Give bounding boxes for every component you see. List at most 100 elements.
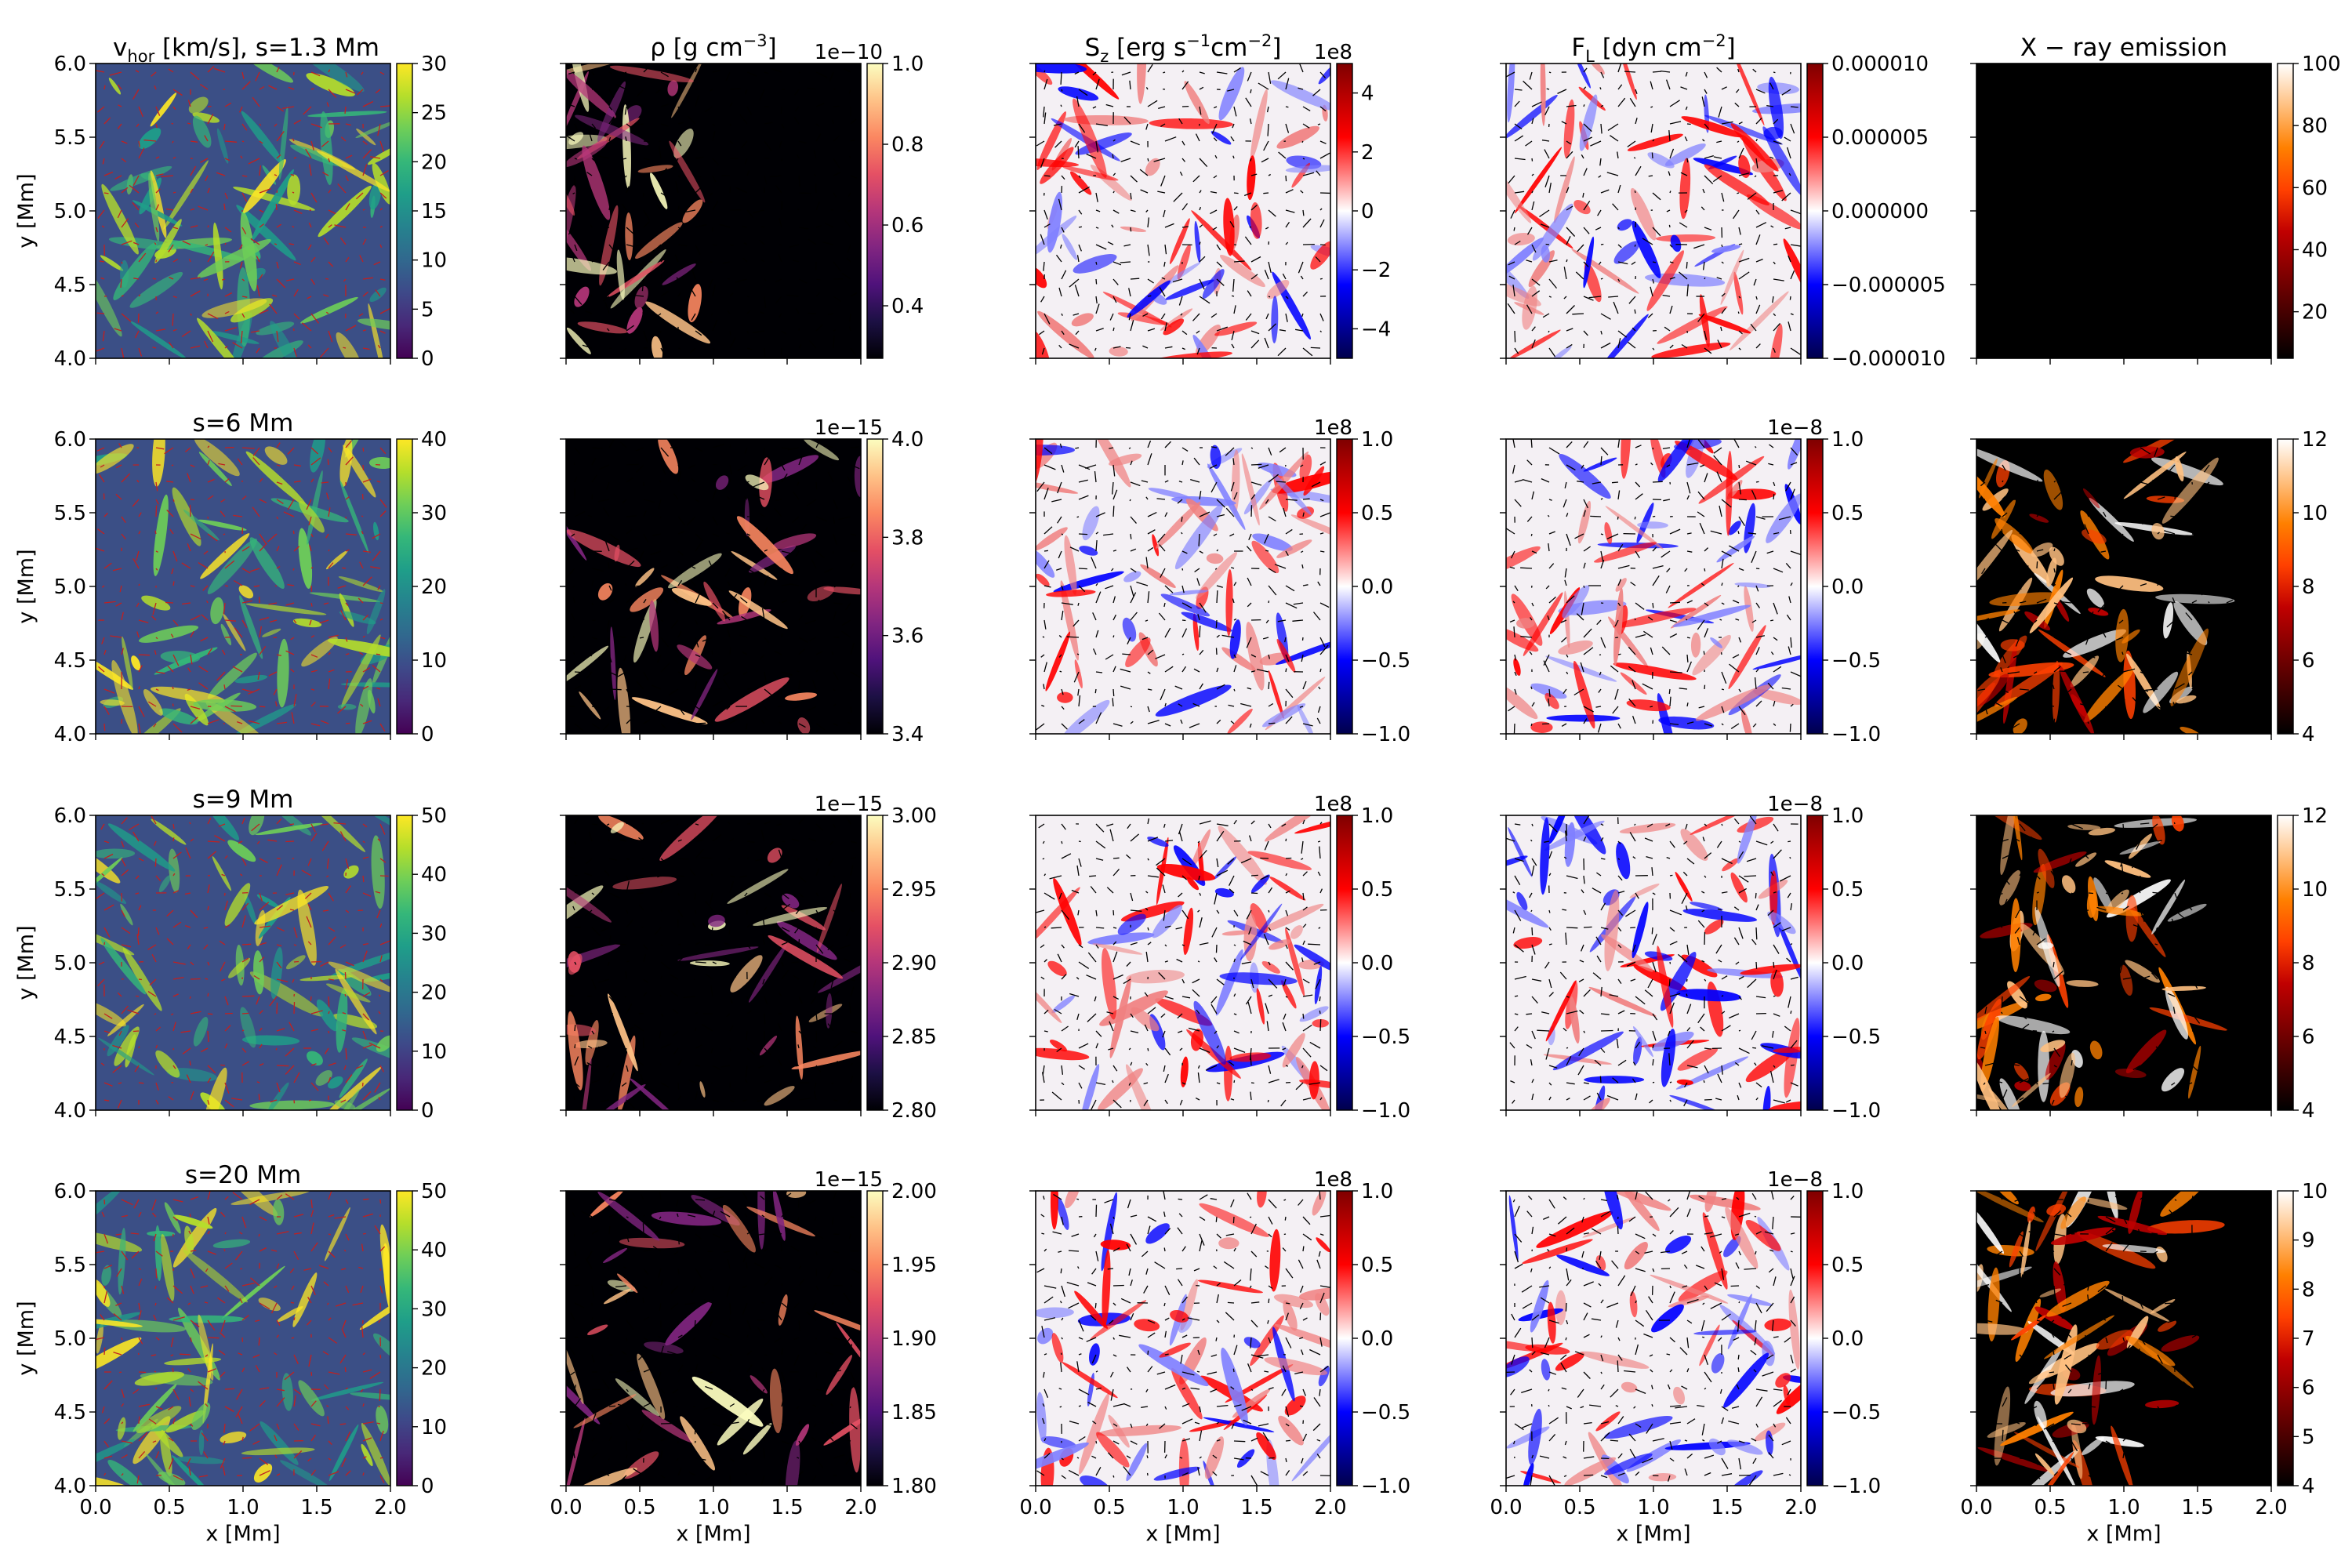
x-axis-label: x [Mm] [2086,1522,2161,1546]
x-tick-label: 0.0 [1490,1496,1522,1519]
colorbar-tick-label: 0.5 [1831,502,1864,525]
y-tick-label: 4.5 [54,649,86,673]
colorbar-exponent: 1e−8 [1767,416,1823,440]
vector-arrows [96,65,390,358]
colorbar-tick-label: 0.6 [891,214,924,238]
colorbar-tick-label: 20 [421,982,447,1005]
panel-title: X − ray emission [2020,34,2227,62]
colorbar-tick-label: 20 [421,575,447,599]
x-tick-label: 0.0 [79,1496,111,1519]
colorbar-tick-label: −1.0 [1831,1099,1881,1123]
colorbar-tick-label: −0.000010 [1831,347,1946,371]
vector-arrows [566,66,858,358]
colorbar-tick-label: 8 [2302,1278,2315,1301]
y-tick-label: 5.0 [54,952,86,975]
field-image [1036,1191,1330,1486]
field-background [1976,64,2271,358]
x-tick-label: 1.0 [1637,1496,1669,1519]
colorbar-tick-label: 2.90 [891,952,937,975]
colorbar-tick-label: 1.0 [1831,804,1864,828]
panel-r3-c2: 0.0 0.5 1.0 1.5 2.0 x [Mm] −1.0 −0.5 0.0 0.5 1.0 1e… [1019,1168,1410,1546]
colorbar-tick-label: −1.0 [1361,723,1410,746]
y-axis-label: y [Mm] [14,549,38,623]
x-tick-label: 1.5 [1711,1496,1743,1519]
field-image [1976,439,2271,734]
colorbar [866,815,884,1111]
colorbar [2277,438,2294,735]
colorbar [1806,438,1824,735]
colorbar-tick-label: 10 [421,649,447,673]
colorbar-exponent: 1e−15 [815,416,883,440]
colorbar [396,63,413,359]
row-title: s=6 Mm [193,409,294,437]
panel-title: FL [dyn cm−2] [1571,31,1735,66]
field-image [1506,439,1801,734]
colorbar [1806,1190,1824,1486]
colorbar-tick-label: 2.95 [891,878,937,902]
colorbar-tick-label: 1.85 [891,1401,937,1425]
x-axis-label: x [Mm] [1616,1522,1690,1546]
vector-arrows [1506,815,1798,1107]
x-tick-label: 0.0 [1019,1496,1051,1519]
y-axis-label: y [Mm] [14,925,38,1000]
y-tick-label: 4.0 [54,1099,86,1123]
vector-arrows [1976,439,2271,734]
colorbar-tick-label: 0.0 [1831,575,1864,599]
colorbar-tick-label: 3.4 [891,723,924,746]
y-axis-label: y [Mm] [14,173,38,248]
x-tick-label: 2.0 [1784,1496,1817,1519]
colorbar-tick-label: 40 [2302,238,2328,262]
colorbar [866,438,884,735]
panel-r1-c3: −1.0 −0.5 0.0 0.5 1.0 1e−8 [1500,416,1881,746]
panel-r0-c4: 20 40 60 80 100 X − ray emission [1970,34,2341,365]
field-image [1036,815,1330,1110]
colorbar-tick-label: 0.000010 [1831,53,1929,76]
x-tick-label: 1.0 [227,1496,259,1519]
field-background [1036,64,1330,358]
colorbar-exponent: 1e−15 [815,1168,883,1192]
colorbar-tick-label: 2.85 [891,1025,937,1049]
x-axis-label: x [Mm] [676,1522,750,1546]
vector-arrows [1506,1191,1801,1486]
colorbar-tick-label: 2.80 [891,1099,937,1123]
colorbar-tick-label: 8 [2302,575,2315,599]
colorbar-tick-label: 30 [421,502,447,525]
row-title: s=9 Mm [193,786,294,814]
colorbar-tick-label: 0.8 [891,133,924,157]
x-tick-label: 1.0 [2107,1496,2140,1519]
colorbar-tick-label: 0.0 [1361,1327,1393,1351]
panel-r2-c1: 2.80 2.85 2.90 2.95 3.00 1e−15 [560,793,937,1123]
field-image [1036,439,1330,734]
colorbar-tick-label: 0.5 [1361,502,1393,525]
vector-arrows [1036,1191,1330,1486]
colorbar-tick-label: 20 [2302,301,2328,325]
colorbar [396,438,413,735]
colorbar [396,815,413,1111]
vector-arrows [1976,1192,2271,1484]
vector-arrows [566,815,858,1109]
y-tick-label: 4.0 [54,723,86,746]
vector-arrows [566,1191,860,1486]
panel-r1-c2: −1.0 −0.5 0.0 0.5 1.0 1e8 [1029,416,1410,746]
colorbar-exponent: 1e−8 [1767,1168,1823,1192]
field-image [566,1191,861,1486]
x-tick-label: 0.5 [153,1496,185,1519]
colorbar-tick-label: 0.0 [1831,1327,1864,1351]
colorbar-tick-label: 8 [2302,952,2315,975]
colorbar-tick-label: 2 [1361,141,1374,165]
y-axis-label: y [Mm] [14,1301,38,1375]
colorbar [1336,63,1353,359]
y-tick-label: 5.0 [54,575,86,599]
colorbar-tick-label: 5 [421,298,434,321]
colorbar-tick-label: −4 [1361,318,1391,341]
field-image [566,64,861,358]
colorbar-tick-label: −0.5 [1831,1025,1881,1049]
colorbar-tick-label: 40 [421,863,447,887]
panel-r1-c1: 3.4 3.6 3.8 4.0 1e−15 [560,416,924,746]
colorbar-tick-label: −0.5 [1361,1401,1410,1425]
colorbar-tick-label: −2 [1361,259,1391,282]
colorbar-tick-label: 1.0 [1831,1180,1864,1203]
vector-arrows [1036,818,1328,1110]
colorbar-tick-label: 0.000005 [1831,126,1929,150]
panel-r2-c4: 4 6 8 10 12 [1970,804,2328,1123]
